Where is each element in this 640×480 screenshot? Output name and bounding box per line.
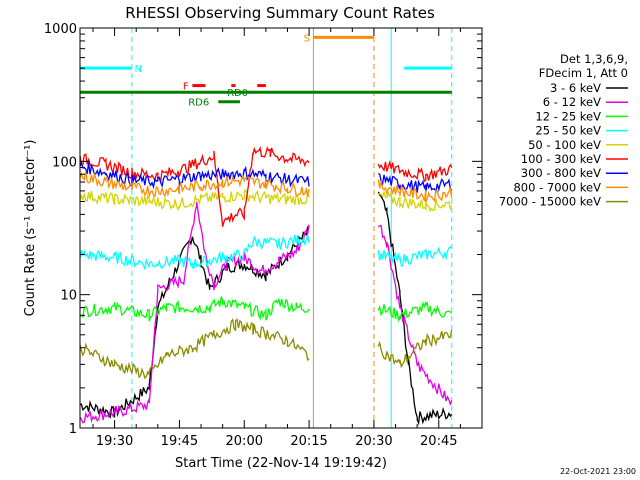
series-line-3-1 <box>377 246 453 267</box>
series-line-2-1 <box>377 300 453 323</box>
x-tick-label-1: 19:45 <box>161 434 198 449</box>
series-line-0-0 <box>79 225 310 419</box>
y-tick-label-0: 1 <box>69 422 77 437</box>
flag-label-4: RD6 <box>188 98 209 109</box>
x-tick-label-4: 20:30 <box>355 434 392 449</box>
x-tick-label-3: 20:15 <box>290 434 327 449</box>
flag-label-0: N <box>134 64 141 75</box>
plot-area: N S F RD0 RD6 <box>79 28 453 428</box>
x-tick-label-2: 20:00 <box>226 434 263 449</box>
series-line-4-1 <box>377 190 453 213</box>
legend-info-1: FDecim 1, Att 0 <box>539 66 628 80</box>
plot-frame <box>79 27 483 429</box>
series-line-3-0 <box>79 234 310 271</box>
series-line-7-0 <box>79 171 310 198</box>
legend-label-4: 50 - 100 keV <box>528 138 601 152</box>
legend-label-7: 800 - 7000 keV <box>513 180 601 194</box>
legend-info-0: Det 1,3,6,9, <box>560 52 628 66</box>
y-tick-label-3: 1000 <box>44 22 77 37</box>
x-tick-label-0: 19:30 <box>96 434 133 449</box>
x-tick-label-5: 20:45 <box>420 434 457 449</box>
series-line-5-0 <box>79 146 310 227</box>
legend-label-0: 3 - 6 keV <box>550 81 601 95</box>
legend-label-1: 6 - 12 keV <box>543 95 601 109</box>
series-line-8-0 <box>79 318 310 380</box>
series-line-4-0 <box>79 188 310 212</box>
series-line-6-1 <box>378 172 453 194</box>
legend-label-6: 300 - 800 keV <box>521 166 601 180</box>
footer-date: 22-Oct-2021 23:00 <box>560 467 636 476</box>
legend-label-2: 12 - 25 keV <box>535 109 601 123</box>
series-line-1-0 <box>79 201 310 424</box>
series-line-8-1 <box>377 329 453 369</box>
series-line-2-0 <box>79 296 310 322</box>
series-line-0-1 <box>377 191 453 426</box>
chart-title: RHESSI Observing Summary Count Rates <box>125 4 435 22</box>
series-line-7-1 <box>377 179 453 203</box>
legend-label-5: 100 - 300 keV <box>521 152 601 166</box>
y-tick-label-2: 100 <box>52 155 77 170</box>
flag-label-1: S <box>304 33 310 44</box>
flag-label-3: RD0 <box>227 88 248 99</box>
y-tick-label-1: 10 <box>60 289 77 304</box>
y-axis-label: Count Rate (s⁻¹ detector⁻¹) <box>23 140 38 317</box>
x-axis-label: Start Time (22-Nov-14 19:19:42) <box>175 456 387 471</box>
legend-label-3: 25 - 50 keV <box>535 124 601 138</box>
flag-label-2: F <box>183 82 189 93</box>
legend-label-8: 7000 - 15000 keV <box>499 195 601 209</box>
series-line-5-1 <box>377 159 453 183</box>
axes: 1 10 100 1000 19:30 19:45 20:00 20:15 20:30 20:45 <box>44 22 482 449</box>
